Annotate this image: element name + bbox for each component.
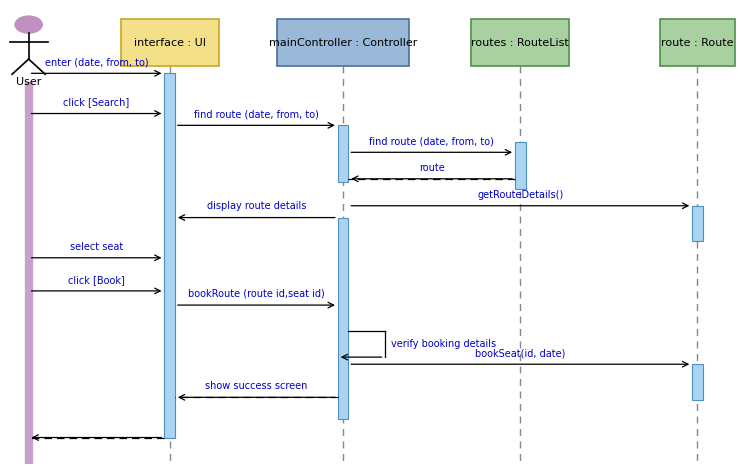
Text: User: User [16, 77, 41, 87]
Text: display route details: display route details [207, 201, 306, 211]
Text: routes : RouteList: routes : RouteList [471, 37, 569, 48]
Bar [277, 19, 409, 66]
Text: route : Route: route : Route [661, 37, 734, 48]
Text: find route (date, from, to): find route (date, from, to) [369, 136, 494, 146]
Text: find route (date, from, to): find route (date, from, to) [194, 109, 319, 119]
Text: click [Search]: click [Search] [63, 97, 130, 107]
Bar [338, 125, 348, 182]
Bar [692, 206, 703, 241]
Text: bookSeat(id, date): bookSeat(id, date) [475, 348, 566, 358]
Bar [515, 142, 526, 189]
Text: verify booking details: verify booking details [391, 339, 495, 349]
Bar [338, 218, 348, 419]
Text: mainController : Controller: mainController : Controller [269, 37, 417, 48]
Text: show success screen: show success screen [205, 381, 308, 391]
Text: select seat: select seat [70, 242, 123, 252]
Text: route: route [418, 163, 445, 173]
Text: click [Book]: click [Book] [68, 275, 125, 285]
Circle shape [15, 16, 42, 33]
Bar [164, 73, 175, 438]
Bar [121, 19, 219, 66]
Bar [660, 19, 735, 66]
Text: getRouteDetails(): getRouteDetails() [477, 190, 563, 200]
Bar [471, 19, 569, 66]
Bar [692, 364, 703, 400]
Text: interface : UI: interface : UI [133, 37, 206, 48]
Text: enter (date, from, to): enter (date, from, to) [44, 57, 149, 67]
Text: bookRoute (route id,seat id): bookRoute (route id,seat id) [188, 289, 325, 299]
